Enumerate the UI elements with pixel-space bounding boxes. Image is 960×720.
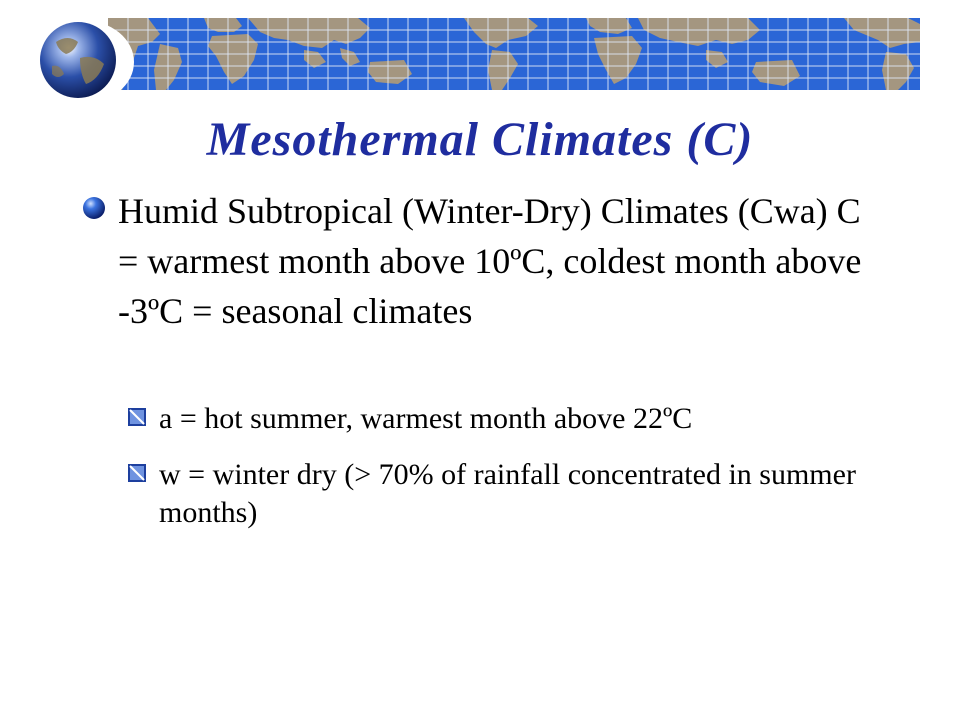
world-map-banner <box>108 18 920 90</box>
main-bullet: Humid Subtropical (Winter-Dry) Climates … <box>82 186 862 336</box>
sub-bullet-text: w = winter dry (> 70% of rainfall concen… <box>159 458 856 529</box>
world-map-icon <box>108 18 920 90</box>
sub-bullet-hot-summer: a = hot summer, warmest month above 22ºC <box>128 400 868 438</box>
globe-icon <box>22 8 134 104</box>
slide-title: Mesothermal Climates (C) <box>206 113 754 166</box>
blue-square-bullet-icon <box>128 464 146 482</box>
sub-bullet-text: a = hot summer, warmest month above 22ºC <box>159 402 693 435</box>
sub-bullet-winter-dry: w = winter dry (> 70% of rainfall concen… <box>128 456 868 532</box>
blue-orb-bullet-icon <box>83 197 105 219</box>
main-bullet-text: Humid Subtropical (Winter-Dry) Climates … <box>118 191 862 331</box>
blue-square-bullet-icon <box>128 408 146 426</box>
